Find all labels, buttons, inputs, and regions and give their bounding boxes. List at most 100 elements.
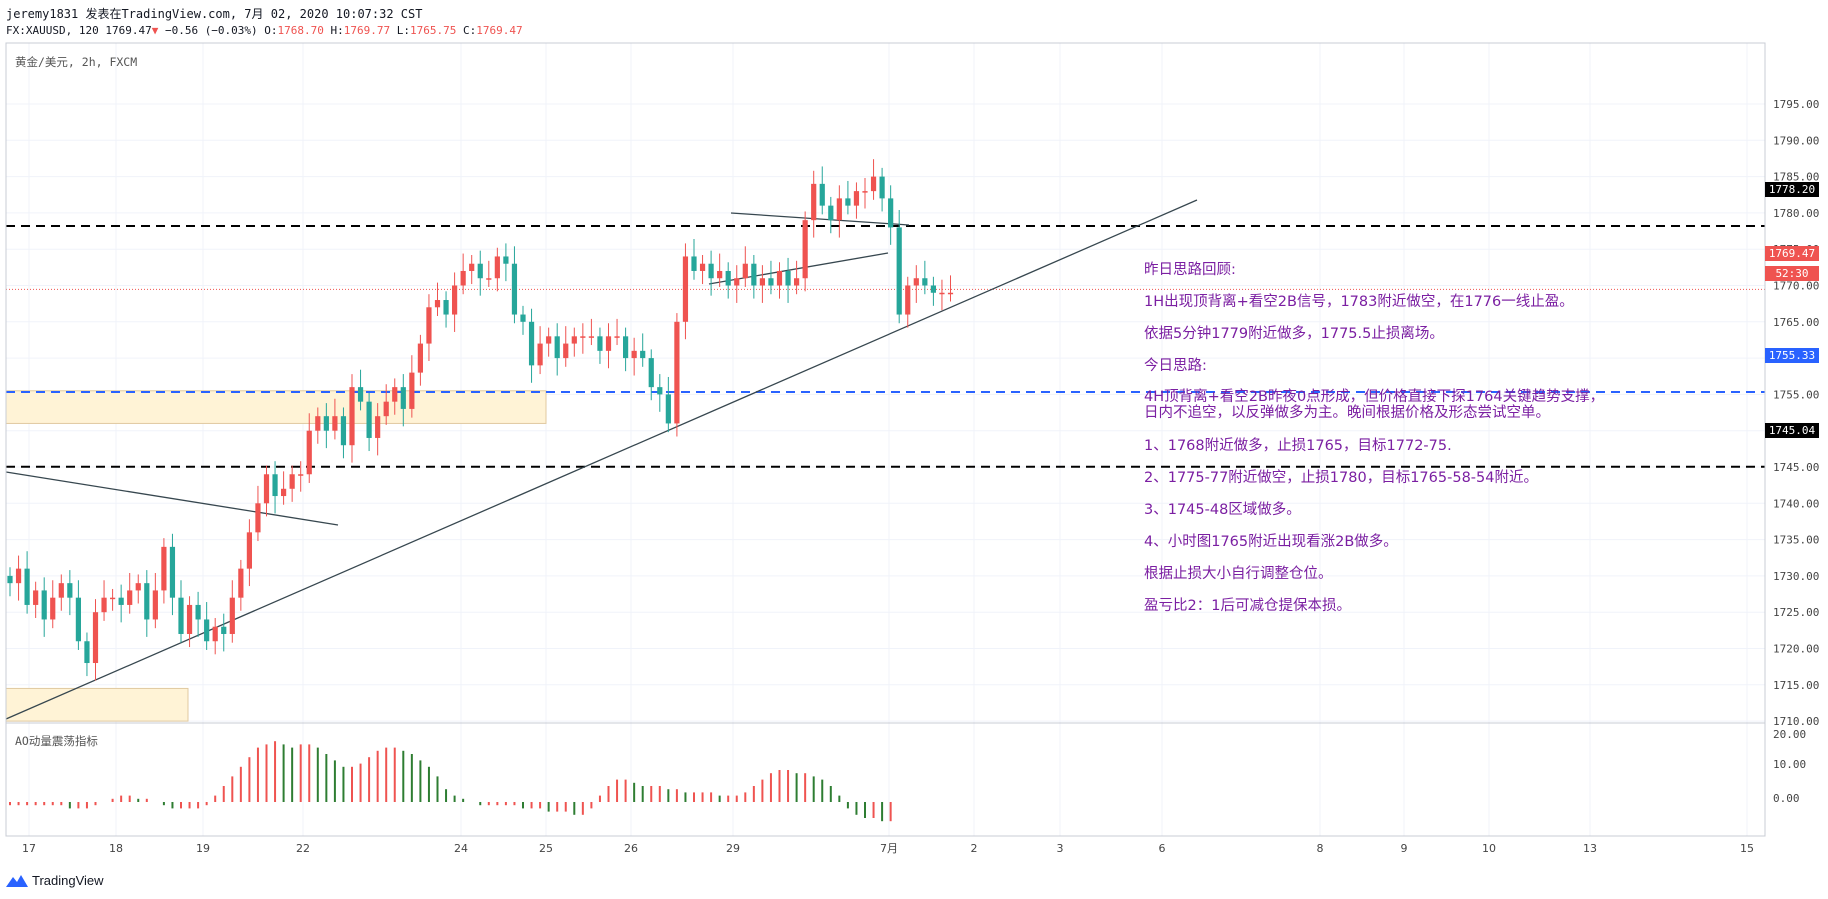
- tradingview-logo[interactable]: TradingView: [6, 873, 104, 888]
- candle-body: [221, 626, 227, 634]
- candle-body: [298, 474, 304, 476]
- candle-body: [426, 307, 432, 344]
- candle-body: [84, 641, 90, 664]
- candle-body: [67, 583, 73, 598]
- annotation-line: 1、1768附近做多，止损1765，目标1772-75.: [1144, 438, 1452, 454]
- support-zones: [5, 390, 547, 722]
- candle-body: [546, 336, 552, 344]
- candle-body: [631, 350, 637, 359]
- candle-body: [332, 416, 338, 431]
- annotation-line: 依据5分钟1779附近做多，1775.5止损离场。: [1144, 326, 1444, 342]
- axes: 1795.001790.001785.001780.001775.001770.…: [5, 42, 1819, 855]
- candle-body: [682, 256, 689, 322]
- candle-body: [152, 590, 158, 620]
- close-label: C:: [463, 24, 477, 37]
- tradingview-logo-icon: [6, 874, 28, 887]
- candle-body: [657, 387, 663, 395]
- y-tick-label: 1780.00: [1773, 207, 1819, 220]
- candle-body: [417, 343, 423, 373]
- x-tick-label: 6: [1159, 842, 1166, 855]
- candle-body: [392, 387, 398, 402]
- header-symbol-line: FX:XAUUSD, 120 1769.47▼ −0.56 (−0.03%) O…: [6, 24, 523, 37]
- tradingview-brand: TradingView: [32, 873, 104, 888]
- author-name[interactable]: jeremy1831: [6, 7, 79, 21]
- candle-body: [452, 285, 458, 315]
- candle-body: [306, 430, 312, 475]
- trendlines: [5, 199, 1198, 720]
- candle-body: [520, 314, 526, 322]
- low-value: 1765.75: [410, 24, 457, 37]
- candle-body: [554, 336, 560, 359]
- candle-body: [212, 626, 218, 642]
- y-tick-label: 1795.00: [1773, 98, 1819, 111]
- candle-body: [238, 568, 244, 598]
- candle-body: [357, 387, 364, 402]
- x-tick-label: 7月: [880, 842, 898, 855]
- candle-body: [263, 474, 270, 504]
- candle-body: [92, 612, 99, 664]
- x-tick-label: 8: [1317, 842, 1324, 855]
- x-tick-label: 25: [539, 842, 553, 855]
- symbol-label[interactable]: FX:XAUUSD, 120: [6, 24, 99, 37]
- annotation-line: 根据止损大小自行调整仓位。: [1144, 566, 1333, 582]
- y-tick-label: 1765.00: [1773, 316, 1819, 329]
- candle-body: [794, 278, 800, 286]
- candle-body: [537, 343, 543, 366]
- candle-body: [281, 488, 287, 497]
- candle-body: [255, 503, 261, 533]
- candle-body: [494, 256, 500, 279]
- candle-body: [708, 263, 714, 279]
- price-change: −0.56 (−0.03%): [164, 24, 258, 37]
- last-price: 1769.47: [105, 24, 152, 37]
- x-tick-label: 13: [1583, 842, 1597, 855]
- candle-body: [811, 183, 817, 221]
- candle-body: [24, 568, 30, 605]
- support-zone: [5, 390, 547, 424]
- candle-body: [836, 198, 842, 221]
- x-tick-label: 15: [1740, 842, 1754, 855]
- candle-body: [896, 227, 902, 315]
- candle-body: [272, 474, 278, 497]
- candle-body: [905, 285, 911, 315]
- candlestick-series: [7, 159, 954, 681]
- y-tick-label: 1720.00: [1773, 643, 1819, 656]
- candle-body: [888, 198, 894, 228]
- y-tick-label: 1790.00: [1773, 134, 1819, 147]
- candle-body: [640, 350, 646, 359]
- price-label-countdown: 52:30: [1765, 266, 1819, 281]
- candle-body: [528, 321, 535, 366]
- candle-body: [178, 597, 184, 634]
- candle-body: [195, 604, 201, 620]
- triangle-upper-line: [730, 212, 910, 226]
- candle-body: [870, 176, 877, 192]
- candle-body: [580, 336, 586, 338]
- candle-body: [15, 568, 22, 584]
- candle-body: [289, 474, 295, 489]
- candle-body: [315, 416, 321, 431]
- candle-body: [845, 198, 851, 206]
- x-tick-label: 2: [971, 842, 978, 855]
- candle-body: [443, 300, 449, 315]
- annotation-today-title: 今日思路:: [1144, 358, 1207, 374]
- header-publish-line: jeremy1831 发表在TradingView.com, 7月 02, 20…: [6, 5, 422, 22]
- candle-body: [33, 590, 39, 605]
- ao-tick-label: 0.00: [1773, 792, 1800, 805]
- rising-trendline: [5, 199, 1198, 720]
- candle-body: [947, 292, 954, 295]
- annotation-line: 1H出现顶背离+看空2B信号，1783附近做空，在1776一线止盈。: [1144, 294, 1574, 310]
- candle-body: [665, 394, 671, 424]
- publish-info: 发表在TradingView.com, 7月 02, 2020 10:07:32…: [85, 7, 423, 21]
- candle-body: [725, 270, 731, 286]
- plot-frame: [5, 42, 1766, 837]
- candle-body: [375, 416, 381, 438]
- high-label: H:: [330, 24, 344, 37]
- candle-body: [340, 416, 347, 446]
- y-tick-label: 1725.00: [1773, 606, 1819, 619]
- close-value: 1769.47: [476, 24, 523, 37]
- candle-body: [50, 597, 56, 620]
- indicator-title[interactable]: AO动量震荡指标: [15, 734, 98, 748]
- annotation-review-title: 昨日思路回顾:: [1144, 262, 1236, 278]
- candle-body: [349, 387, 355, 446]
- x-tick-label: 19: [196, 842, 210, 855]
